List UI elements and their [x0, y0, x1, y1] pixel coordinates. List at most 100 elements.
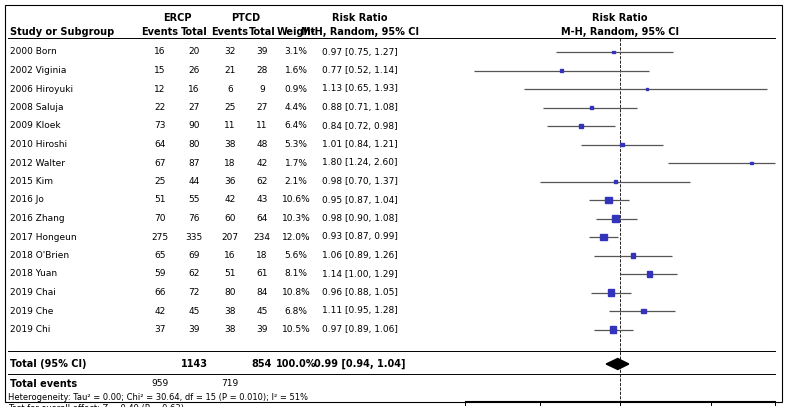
Text: 16: 16: [188, 85, 200, 94]
Text: 18: 18: [257, 251, 268, 260]
Text: 1.01 [0.84, 1.21]: 1.01 [0.84, 1.21]: [322, 140, 397, 149]
Text: 10.5%: 10.5%: [282, 325, 310, 334]
Text: 42: 42: [224, 195, 235, 204]
Text: 15: 15: [154, 66, 166, 75]
Text: Total (95% CI): Total (95% CI): [10, 359, 87, 369]
Text: 1.06 [0.89, 1.26]: 1.06 [0.89, 1.26]: [322, 251, 398, 260]
Text: 36: 36: [224, 177, 236, 186]
Text: 25: 25: [154, 177, 166, 186]
Text: 45: 45: [188, 306, 200, 315]
Text: 2018 Yuan: 2018 Yuan: [10, 269, 57, 278]
Text: 0.88 [0.71, 1.08]: 0.88 [0.71, 1.08]: [322, 103, 398, 112]
Text: 0.84 [0.72, 0.98]: 0.84 [0.72, 0.98]: [322, 122, 397, 131]
Text: 4.4%: 4.4%: [285, 103, 308, 112]
Text: 3.1%: 3.1%: [284, 48, 308, 57]
Text: 0.98 [0.90, 1.08]: 0.98 [0.90, 1.08]: [322, 214, 398, 223]
Text: 38: 38: [224, 325, 236, 334]
Text: Test for overall effect: Z = 0.49 (P = 0.63): Test for overall effect: Z = 0.49 (P = 0…: [8, 403, 184, 407]
Text: 0.98 [0.70, 1.37]: 0.98 [0.70, 1.37]: [322, 177, 398, 186]
Text: 51: 51: [154, 195, 166, 204]
Text: 5.3%: 5.3%: [284, 140, 308, 149]
Text: 0.95 [0.87, 1.04]: 0.95 [0.87, 1.04]: [322, 195, 398, 204]
Text: 44: 44: [188, 177, 200, 186]
Text: 2002 Viginia: 2002 Viginia: [10, 66, 66, 75]
Text: 0.99 [0.94, 1.04]: 0.99 [0.94, 1.04]: [314, 359, 406, 369]
Text: 0.97 [0.75, 1.27]: 0.97 [0.75, 1.27]: [322, 48, 398, 57]
Text: 38: 38: [224, 140, 236, 149]
Text: 2018 O'Brien: 2018 O'Brien: [10, 251, 69, 260]
Text: Events: Events: [142, 27, 179, 37]
Text: 27: 27: [188, 103, 200, 112]
Polygon shape: [606, 359, 629, 370]
Text: 2008 Saluja: 2008 Saluja: [10, 103, 64, 112]
Bar: [750, 162, 752, 164]
Text: 2009 Kloek: 2009 Kloek: [10, 122, 61, 131]
Bar: [631, 254, 635, 258]
Text: 21: 21: [224, 66, 235, 75]
Bar: [600, 234, 608, 241]
Text: Events: Events: [212, 27, 249, 37]
Text: 5.6%: 5.6%: [284, 251, 308, 260]
Text: 1.7%: 1.7%: [284, 158, 308, 168]
Text: 2019 Chi: 2019 Chi: [10, 325, 50, 334]
Text: 0.96 [0.88, 1.05]: 0.96 [0.88, 1.05]: [322, 288, 398, 297]
Text: 12.0%: 12.0%: [282, 232, 310, 241]
Text: 1.80 [1.24, 2.60]: 1.80 [1.24, 2.60]: [322, 158, 397, 168]
Text: Total events: Total events: [10, 379, 77, 389]
Bar: [605, 197, 611, 203]
Bar: [641, 309, 645, 313]
Bar: [560, 69, 563, 72]
Text: Total: Total: [249, 27, 275, 37]
Text: 11: 11: [224, 122, 236, 131]
Text: 87: 87: [188, 158, 200, 168]
Text: 2016 Zhang: 2016 Zhang: [10, 214, 65, 223]
Text: 10.6%: 10.6%: [282, 195, 310, 204]
Text: 28: 28: [257, 66, 268, 75]
Text: 38: 38: [224, 306, 236, 315]
Text: Heterogeneity: Tau² = 0.00; Chi² = 30.64, df = 15 (P = 0.010); I² = 51%: Heterogeneity: Tau² = 0.00; Chi² = 30.64…: [8, 392, 308, 401]
Text: 61: 61: [257, 269, 268, 278]
Text: 27: 27: [257, 103, 268, 112]
Text: 66: 66: [154, 288, 166, 297]
Text: 1.13 [0.65, 1.93]: 1.13 [0.65, 1.93]: [322, 85, 398, 94]
Text: 335: 335: [186, 232, 202, 241]
Text: 2017 Hongeun: 2017 Hongeun: [10, 232, 76, 241]
Text: 2019 Chai: 2019 Chai: [10, 288, 56, 297]
Text: 2.1%: 2.1%: [285, 177, 308, 186]
Text: 48: 48: [257, 140, 268, 149]
Text: 0.9%: 0.9%: [284, 85, 308, 94]
Text: 854: 854: [252, 359, 272, 369]
Text: 2000 Born: 2000 Born: [10, 48, 57, 57]
Text: 42: 42: [257, 158, 268, 168]
Text: 70: 70: [154, 214, 166, 223]
Bar: [646, 88, 648, 90]
Text: 1.14 [1.00, 1.29]: 1.14 [1.00, 1.29]: [322, 269, 397, 278]
Text: 26: 26: [188, 66, 200, 75]
Text: 959: 959: [151, 379, 168, 389]
Text: 0.93 [0.87, 0.99]: 0.93 [0.87, 0.99]: [322, 232, 398, 241]
Text: 80: 80: [188, 140, 200, 149]
Text: 2010 Hiroshi: 2010 Hiroshi: [10, 140, 67, 149]
Text: 0.77 [0.52, 1.14]: 0.77 [0.52, 1.14]: [322, 66, 397, 75]
Bar: [620, 142, 624, 147]
Text: 207: 207: [221, 232, 238, 241]
Text: 2015 Kim: 2015 Kim: [10, 177, 53, 186]
Text: 18: 18: [224, 158, 236, 168]
Text: 51: 51: [224, 269, 236, 278]
Text: 43: 43: [257, 195, 268, 204]
Bar: [612, 215, 619, 221]
Text: 39: 39: [257, 325, 268, 334]
Text: 62: 62: [188, 269, 200, 278]
Text: Risk Ratio: Risk Ratio: [332, 13, 388, 23]
Text: 69: 69: [188, 251, 200, 260]
Text: 6.4%: 6.4%: [285, 122, 308, 131]
Text: 10.8%: 10.8%: [282, 288, 310, 297]
Text: 59: 59: [154, 269, 166, 278]
Text: 1143: 1143: [180, 359, 208, 369]
Text: 2012 Walter: 2012 Walter: [10, 158, 65, 168]
Text: 72: 72: [188, 288, 200, 297]
Text: 37: 37: [154, 325, 166, 334]
Text: 9: 9: [259, 85, 265, 94]
Text: 100.0%: 100.0%: [275, 359, 316, 369]
Text: 39: 39: [257, 48, 268, 57]
